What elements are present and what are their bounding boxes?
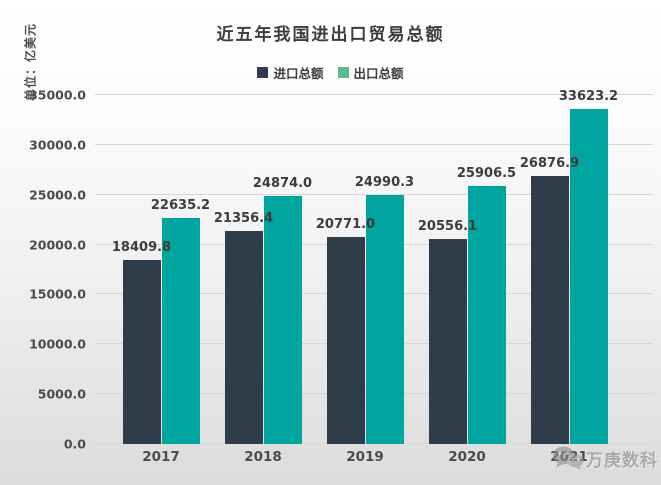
plot-area: 0.0 5000.0 10000.0 15000.0 20000.0 25000.0 300… [29, 88, 653, 465]
import-legend-swatch [257, 67, 269, 78]
export-value-label-2020: 25906.5 [456, 165, 517, 181]
chart-legend: 进口总额 出口总额 [0, 63, 661, 82]
y-axis-tick-label: 20000.0 [29, 237, 86, 253]
import-value-label-2019: 20771.0 [315, 216, 376, 232]
chart-title: 近五年我国进出口贸易总额 [216, 25, 445, 45]
legend-item-imports: 进口总额 [257, 63, 324, 82]
export-value-label-2017: 22635.2 [150, 198, 211, 214]
y-axis-tick-label: 5000.0 [37, 386, 86, 402]
import-value-label-2018: 21356.4 [213, 211, 274, 227]
import-value-label-2020: 20556.1 [417, 219, 478, 235]
y-axis-tick-label: 35000.0 [29, 87, 86, 103]
legend-item-exports: 出口总额 [337, 63, 404, 82]
import-bar-2021 [530, 176, 569, 444]
gridline [95, 143, 653, 145]
import-bar-2019 [326, 236, 365, 444]
watermark-text: 万庚数科 [586, 451, 658, 471]
export-bar-2021 [569, 108, 608, 444]
y-axis-tick-label: 10000.0 [29, 336, 86, 352]
y-axis-tick-label: 0.0 [63, 436, 86, 452]
export-legend-swatch [337, 67, 349, 78]
x-axis-tick-label-2020: 2020 [448, 449, 486, 465]
export-bar-2017 [161, 218, 200, 444]
x-axis-tick-label-2017: 2017 [142, 449, 180, 465]
y-axis-tick-label: 30000.0 [29, 137, 86, 153]
import-bar-2017 [122, 260, 161, 444]
y-axis-tick-label: 25000.0 [29, 187, 86, 203]
import-bar-2020 [428, 239, 467, 444]
import-bar-2018 [224, 231, 263, 444]
import-value-label-2017: 18409.8 [111, 240, 172, 256]
export-value-label-2019: 24990.3 [354, 174, 415, 190]
import-value-label-2021: 26876.9 [519, 156, 580, 171]
wechat-icon [552, 446, 584, 471]
y-axis-tick-label: 15000.0 [29, 286, 86, 302]
export-legend-label: 出口总额 [353, 66, 404, 81]
export-value-label-2018: 24874.0 [252, 175, 313, 191]
export-bar-2019 [365, 194, 404, 444]
gridline [95, 94, 653, 95]
x-axis-tick-label-2018: 2018 [244, 449, 282, 465]
watermark: 万庚数科 [552, 445, 658, 472]
export-bar-2020 [467, 185, 506, 444]
import-legend-label: 进口总额 [273, 66, 324, 81]
export-bar-2018 [263, 195, 302, 444]
export-value-label-2021: 33623.2 [558, 88, 619, 104]
x-axis-tick-label-2019: 2019 [346, 449, 384, 465]
gridline [95, 193, 653, 195]
